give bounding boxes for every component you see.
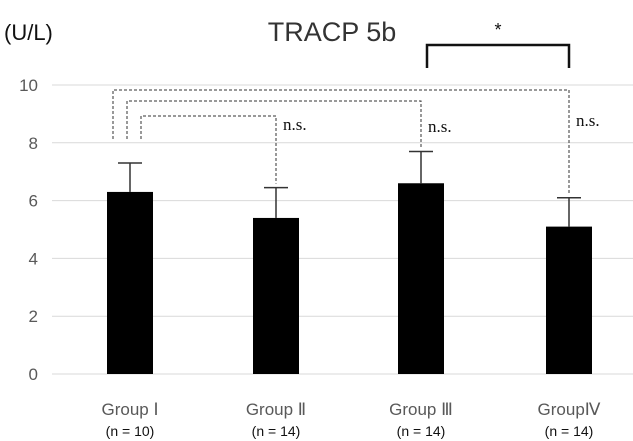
sample-size-label: (n = 10)	[106, 423, 155, 439]
bar	[398, 183, 444, 374]
bars	[107, 183, 592, 374]
bar	[253, 217, 299, 374]
y-tick-label: 4	[29, 249, 38, 268]
x-category-label: Group Ⅱ	[246, 400, 306, 419]
y-axis-ticks: 0 2 4 6 8 10	[19, 76, 38, 384]
significance-brackets: n.s. n.s. n.s. *	[112, 20, 600, 194]
x-axis-labels: Group Ⅰ (n = 10) Group Ⅱ (n = 14) Group Ⅲ (n …	[102, 400, 601, 439]
error-bars	[118, 150, 581, 227]
ns-bracket	[140, 115, 277, 184]
sample-size-label: (n = 14)	[252, 423, 301, 439]
significance-label: n.s.	[576, 111, 600, 130]
x-category-label: GroupⅣ	[538, 400, 601, 419]
y-tick-label: 6	[29, 192, 38, 211]
sample-size-label: (n = 14)	[397, 423, 446, 439]
y-tick-label: 0	[29, 365, 38, 384]
significance-label: n.s.	[283, 115, 307, 134]
significance-bracket	[425, 43, 571, 68]
significance-label: n.s.	[428, 117, 452, 136]
y-axis-unit-label: (U/L)	[4, 20, 53, 45]
significance-star: *	[494, 20, 501, 40]
y-tick-label: 2	[29, 307, 38, 326]
chart-title: TRACP 5b	[268, 17, 397, 47]
x-category-label: Group Ⅰ	[102, 400, 159, 419]
sample-size-label: (n = 14)	[545, 423, 594, 439]
bar	[107, 191, 153, 374]
x-category-label: Group Ⅲ	[389, 400, 453, 419]
y-tick-label: 8	[29, 134, 38, 153]
bar	[546, 226, 592, 374]
ns-bracket	[126, 100, 422, 148]
ns-bracket	[112, 89, 570, 194]
y-tick-label: 10	[19, 76, 38, 95]
